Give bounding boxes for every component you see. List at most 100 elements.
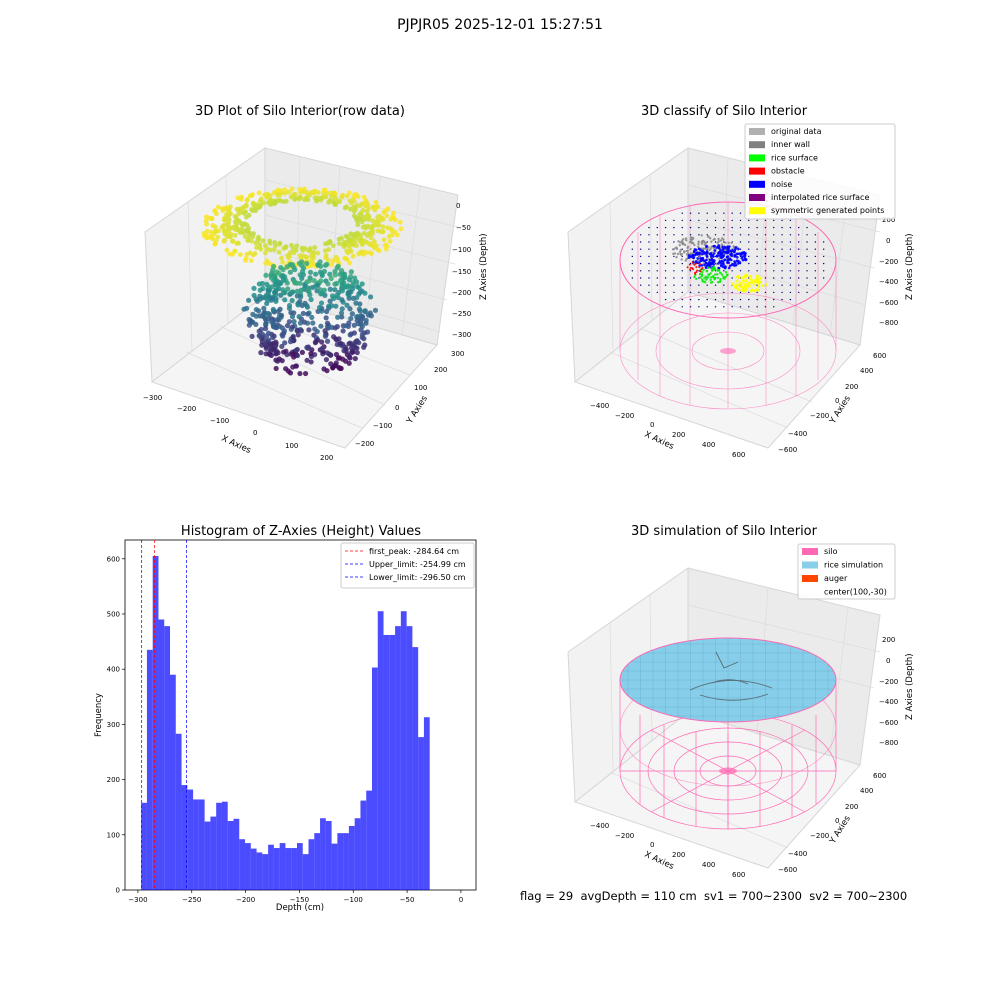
histogram-xtick-label: −150 — [290, 896, 309, 904]
histogram-yticks: 0 100 200 300 400 500 600 — [107, 555, 125, 895]
classify-plot-title: 3D classify of Silo Interior — [640, 104, 808, 119]
classify-legend-label: noise — [771, 180, 792, 189]
classify-ztick: 200 — [882, 216, 895, 224]
raw-xtick: 0 — [253, 429, 257, 437]
raw-xtick: −300 — [143, 394, 162, 402]
histogram-ytick-label: 100 — [107, 831, 120, 839]
raw-data-points — [201, 186, 404, 377]
histogram-xtick-label: −50 — [400, 896, 415, 904]
histogram-bar — [227, 820, 234, 890]
classify-xtick: 200 — [672, 431, 685, 439]
histogram-ytick-label: 200 — [107, 776, 120, 784]
histogram-bar — [141, 802, 147, 890]
classify-axes-panes — [567, 147, 881, 449]
histogram-bar — [308, 839, 315, 890]
histogram-ylabel: Frequency — [94, 693, 104, 737]
simulation-ytick: −200 — [810, 832, 829, 840]
simulation-ztick: −200 — [879, 678, 898, 686]
histogram-bar — [360, 800, 367, 890]
raw-ytick: 100 — [414, 384, 427, 392]
histogram-legend: first_peak: -284.64 cm Upper_limit: -254.… — [340, 542, 475, 589]
raw-ytick: 200 — [434, 366, 447, 374]
histogram-title: Histogram of Z-Axies (Height) Values — [180, 524, 422, 539]
interpolated-surface-dots — [631, 212, 825, 308]
classify-legend-swatch — [749, 167, 765, 175]
histogram-reference-lines — [141, 540, 187, 890]
classify-legend-swatch — [749, 141, 765, 149]
classify-legend-label: original data — [771, 127, 822, 136]
simulation-xlabel: X Axies — [643, 850, 676, 873]
histogram-bar — [216, 802, 222, 890]
histogram-bar — [245, 843, 251, 890]
classify-silo-center — [720, 348, 736, 354]
simulation-ytick: 200 — [845, 803, 858, 811]
histogram-bar — [389, 634, 396, 890]
simulation-xtick: −400 — [590, 822, 609, 830]
histogram-bar — [418, 737, 424, 890]
histogram-xlabel: Depth (cm) — [276, 903, 324, 913]
histogram-bar — [331, 843, 338, 890]
raw-ztick: −100 — [452, 246, 471, 254]
classify-legend-label: obstacle — [771, 167, 805, 176]
classify-ytick: −400 — [788, 430, 807, 438]
histogram-legend-label: first_peak: -284.64 cm — [369, 547, 459, 556]
simulation-legend-label: rice simulation — [824, 561, 883, 570]
simulation-xtick: 200 — [672, 851, 685, 859]
classify-xlabel: X Axies — [643, 430, 676, 453]
simulation-legend: silo rice simulation auger center(100,-30) — [797, 543, 896, 600]
histogram-bar — [204, 821, 211, 890]
raw-grid — [185, 156, 459, 429]
simulation-ylabel: Y Axies — [828, 814, 854, 847]
histogram-bar — [152, 556, 159, 890]
histogram-bar — [256, 852, 263, 890]
histogram-bar — [285, 848, 292, 890]
histogram-ytick-label: 500 — [107, 610, 120, 618]
raw-ztick: −250 — [452, 310, 471, 318]
raw-ylabel: Y Axies — [405, 394, 431, 427]
simulation-grid — [609, 587, 881, 849]
classify-ztick: −200 — [879, 258, 898, 266]
simulation-xtick: 600 — [732, 871, 745, 879]
simulation-legend-swatch — [802, 561, 818, 569]
simulation-ztick: −800 — [879, 739, 898, 747]
histogram-ytick-label: 300 — [107, 721, 120, 729]
histogram-bar — [239, 839, 246, 890]
histogram-bar — [164, 626, 171, 890]
raw-ztick: 0 — [456, 202, 460, 210]
histogram-bar — [423, 717, 430, 890]
simulation-ztick: −600 — [879, 719, 898, 727]
rice-surface-depression — [689, 651, 773, 701]
figure-title: PJPJR05 2025-12-01 15:27:51 — [397, 17, 603, 33]
histogram-bar — [314, 833, 321, 890]
raw-ytick: −200 — [355, 440, 374, 448]
classify-xtick: 600 — [732, 451, 745, 459]
histogram-xtick-label: −300 — [128, 896, 147, 904]
simulation-ytick: 0 — [835, 817, 839, 825]
histogram-bar — [366, 790, 372, 890]
histogram-bar — [400, 611, 407, 890]
simulation-plot-title: 3D simulation of Silo Interior — [631, 524, 817, 539]
simulation-axes-panes — [567, 567, 881, 869]
classify-silo-top-rim — [619, 201, 837, 319]
simulation-ztick: 200 — [882, 636, 895, 644]
histogram-bar — [262, 854, 269, 890]
status-footer: flag = 29 avgDepth = 110 cm sv1 = 700~23… — [520, 889, 908, 903]
classify-zlabel: Z Axies (Depth) — [905, 233, 915, 300]
simulation-ztick: 0 — [886, 657, 890, 665]
classify-xtick: −400 — [590, 402, 609, 410]
simulation-xtick: −200 — [615, 832, 634, 840]
raw-xtick: 200 — [320, 454, 333, 462]
simulation-zlabel: Z Axies (Depth) — [905, 653, 915, 720]
histogram-xticks: −300 −250 −200 −150 −100 −50 0 — [128, 890, 463, 904]
rice-simulation-surface — [619, 637, 837, 723]
histogram-bar — [337, 833, 344, 890]
histogram-bar — [175, 733, 182, 890]
histogram-bar — [343, 833, 349, 890]
simulation-silo-wireframe — [619, 669, 837, 830]
raw-xtick: −100 — [210, 417, 229, 425]
histogram-xtick-label: −200 — [236, 896, 255, 904]
simulation-tick-labels: −400 −200 0 200 400 600 −600 −400 −200 0… — [590, 636, 898, 879]
classify-legend-label: interpolated rice surface — [771, 193, 869, 202]
